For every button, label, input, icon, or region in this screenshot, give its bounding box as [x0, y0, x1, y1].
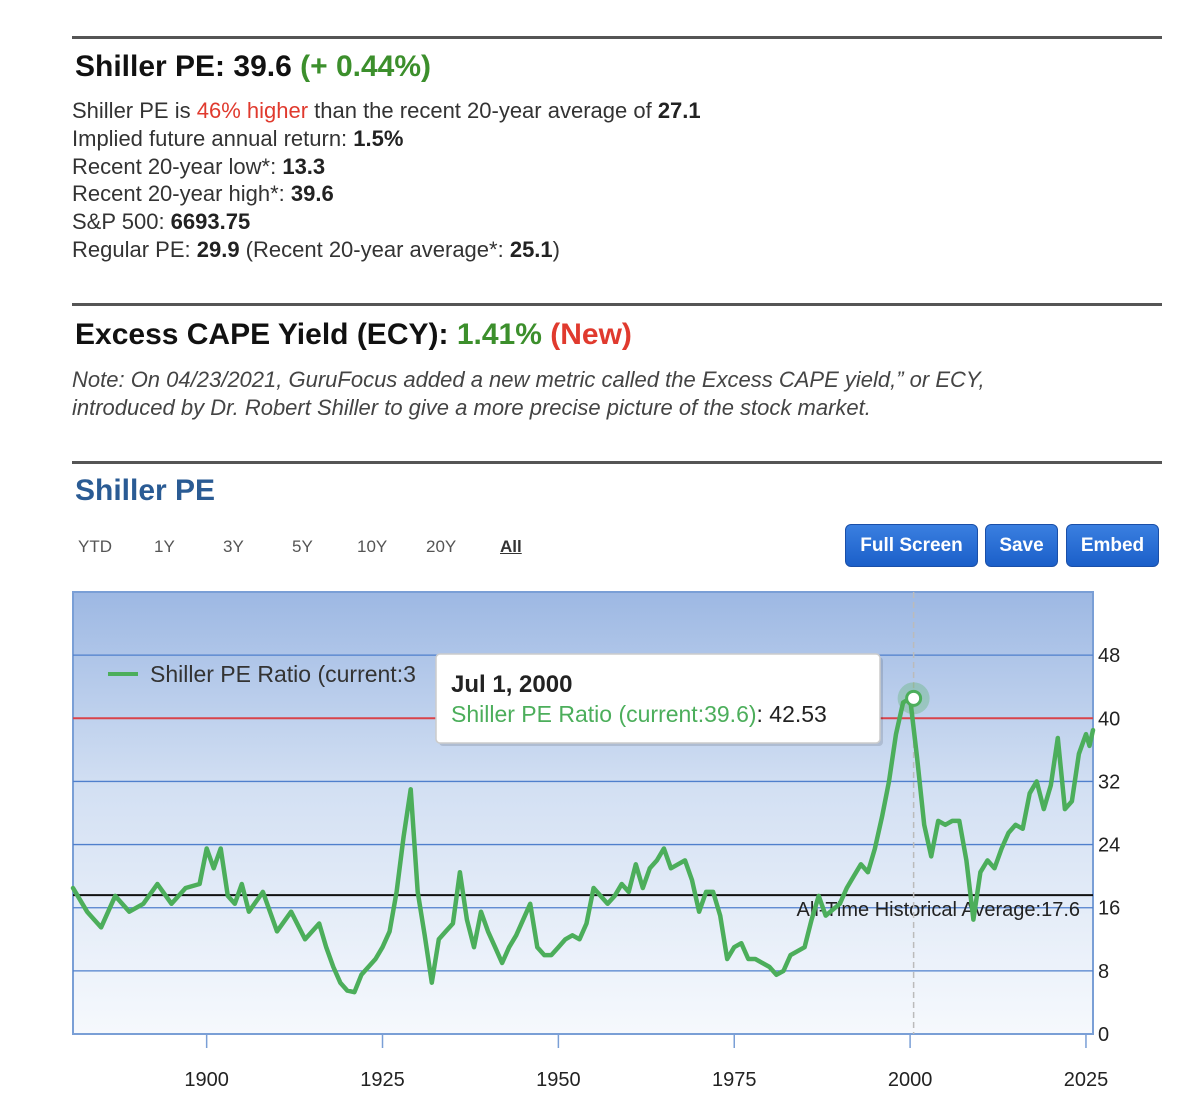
summary-regular-pe-close: ): [552, 236, 560, 262]
ecy-heading-label: Excess CAPE Yield (ECY):: [75, 318, 449, 351]
summary-low-value: 13.3: [282, 153, 326, 179]
range-all[interactable]: All: [500, 537, 522, 556]
summary-sp500-value: 6693.75: [170, 209, 251, 235]
summary-return-value: 1.5%: [353, 125, 404, 151]
x-tick-label: 1975: [712, 1069, 757, 1091]
summary-line-high: Recent 20-year high*: 39.6: [72, 180, 701, 208]
x-tick-label: 1925: [360, 1069, 405, 1091]
tooltip-box: [435, 653, 881, 744]
save-button[interactable]: Save: [985, 524, 1058, 567]
summary-regular-pe-avg-value: 25.1: [509, 236, 553, 262]
x-tick-label: 2025: [1064, 1069, 1109, 1091]
summary-return-label: Implied future annual return:: [72, 125, 354, 151]
y-tick-label: 48: [1098, 645, 1120, 667]
tooltip-separator: :: [757, 701, 770, 727]
ecy-note-line-2: introduced by Dr. Robert Shiller to give…: [72, 394, 871, 420]
ecy-divider: [72, 303, 1162, 306]
summary-line-sp500: S&P 500: 6693.75: [72, 208, 701, 236]
ecy-new-badge: (New): [550, 318, 632, 351]
ecy-note-line-1: Note: On 04/23/2021, GuruFocus added a n…: [72, 367, 985, 392]
summary-line-average-pre: Shiller PE is: [72, 98, 197, 123]
summary-regular-pe-value: 29.9: [196, 236, 240, 262]
range-20y[interactable]: 20Y: [426, 537, 457, 556]
summary-sp500-label: S&P 500:: [72, 209, 171, 235]
summary-stats: Shiller PE is 46% higher than the recent…: [72, 97, 701, 264]
ecy-note: Note: On 04/23/2021, GuruFocus added a n…: [72, 366, 985, 421]
range-1y[interactable]: 1Y: [154, 537, 175, 556]
legend-label: Shiller PE Ratio (current:3: [150, 661, 416, 687]
tooltip-value: 42.53: [769, 701, 827, 727]
tooltip-date: Jul 1, 2000: [451, 671, 572, 698]
x-tick-label: 2000: [888, 1069, 933, 1091]
y-tick-label: 24: [1098, 835, 1120, 857]
shiller-pe-heading: Shiller PE: 39.6 (+ 0.44%): [75, 50, 431, 84]
range-ytd[interactable]: YTD: [78, 537, 112, 556]
top-divider: [72, 36, 1162, 39]
full-screen-button[interactable]: Full Screen: [845, 524, 978, 567]
summary-line-average-mid: than the recent 20-year average of: [308, 98, 658, 123]
summary-line-average: Shiller PE is 46% higher than the recent…: [72, 97, 701, 125]
range-3y[interactable]: 3Y: [223, 537, 244, 556]
summary-higher-highlight: 46% higher: [196, 98, 309, 123]
range-5y[interactable]: 5Y: [292, 537, 313, 556]
shiller-pe-heading-label: Shiller PE: 39.6: [75, 50, 292, 83]
summary-high-value: 39.6: [290, 181, 334, 207]
y-tick-label: 16: [1098, 898, 1120, 920]
y-tick-label: 40: [1098, 708, 1120, 730]
y-tick-label: 32: [1098, 771, 1120, 793]
summary-average-value: 27.1: [657, 98, 701, 123]
tooltip-series-label: Shiller PE Ratio (current:39.6): [451, 701, 757, 727]
summary-high-label: Recent 20-year high*:: [72, 181, 291, 207]
historical-average-label: All-Time Historical Average:17.6: [797, 899, 1080, 921]
range-10y[interactable]: 10Y: [357, 537, 388, 556]
summary-regular-pe-avg-label: (Recent 20-year average*:: [239, 236, 510, 262]
embed-button[interactable]: Embed: [1066, 524, 1159, 567]
summary-line-regular-pe: Regular PE: 29.9 (Recent 20-year average…: [72, 236, 701, 264]
y-tick-label: 8: [1098, 961, 1109, 983]
ecy-heading: Excess CAPE Yield (ECY): 1.41% (New): [75, 318, 632, 352]
summary-low-label: Recent 20-year low*:: [72, 153, 283, 179]
ecy-value: 1.41%: [456, 318, 542, 351]
tooltip-value-line: Shiller PE Ratio (current:39.6): 42.53: [451, 701, 827, 727]
shiller-pe-series-line: [70, 696, 1096, 995]
summary-line-return: Implied future annual return: 1.5%: [72, 125, 701, 153]
hover-point: [905, 689, 923, 707]
chart-divider: [72, 461, 1162, 464]
shiller-pe-change: (+ 0.44%): [300, 50, 432, 83]
x-tick-label: 1950: [536, 1069, 581, 1091]
summary-line-low: Recent 20-year low*: 13.3: [72, 153, 701, 181]
summary-regular-pe-label: Regular PE:: [72, 236, 197, 262]
x-tick-label: 1900: [184, 1069, 229, 1091]
y-tick-label: 0: [1098, 1024, 1109, 1046]
chart-section-title: Shiller PE: [75, 474, 216, 507]
